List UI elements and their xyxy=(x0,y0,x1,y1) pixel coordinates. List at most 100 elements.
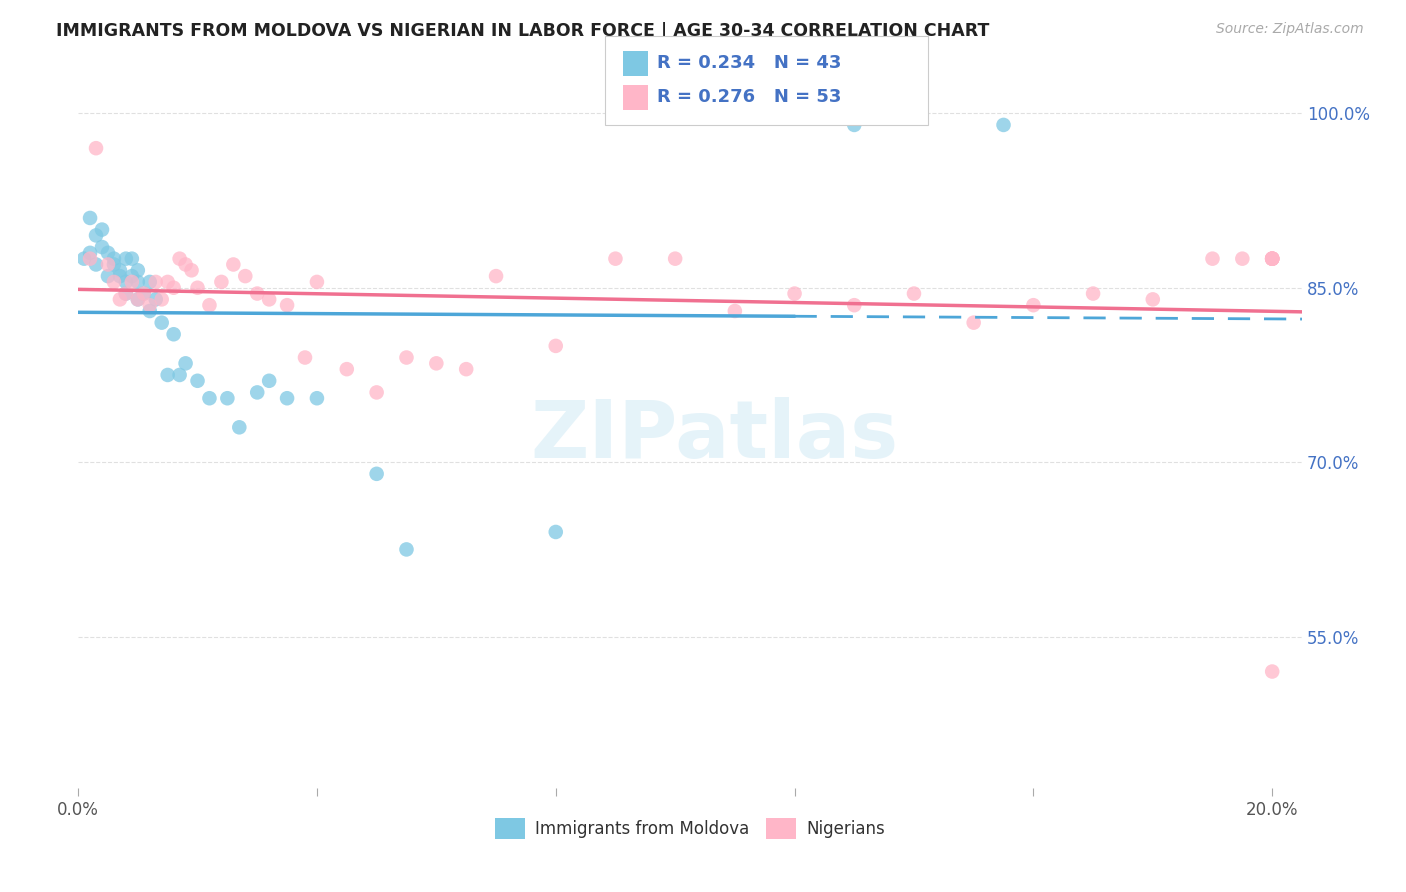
Point xyxy=(145,275,167,289)
Point xyxy=(724,304,747,318)
Point xyxy=(139,298,162,312)
Text: ZIPatlas: ZIPatlas xyxy=(530,397,898,475)
Point xyxy=(115,275,138,289)
Point xyxy=(228,420,250,434)
Point xyxy=(276,298,298,312)
Text: IMMIGRANTS FROM MOLDOVA VS NIGERIAN IN LABOR FORCE | AGE 30-34 CORRELATION CHART: IMMIGRANTS FROM MOLDOVA VS NIGERIAN IN L… xyxy=(56,22,990,40)
Point xyxy=(305,275,328,289)
Point xyxy=(276,391,298,405)
Point xyxy=(1261,665,1284,679)
Point xyxy=(103,275,125,289)
Point xyxy=(84,258,107,272)
Point xyxy=(103,258,125,272)
Point xyxy=(121,275,143,289)
Point xyxy=(169,368,191,382)
Point xyxy=(97,258,120,272)
Point xyxy=(395,351,418,365)
Point xyxy=(108,263,131,277)
Point xyxy=(246,385,269,400)
Text: R = 0.276   N = 53: R = 0.276 N = 53 xyxy=(657,88,841,106)
Point xyxy=(664,252,686,266)
Point xyxy=(233,269,256,284)
Point xyxy=(115,286,138,301)
Point xyxy=(366,385,388,400)
Point xyxy=(336,362,359,376)
Point xyxy=(257,293,280,307)
Point xyxy=(257,374,280,388)
Point xyxy=(1201,252,1223,266)
Point xyxy=(186,281,208,295)
Point xyxy=(108,269,131,284)
Point xyxy=(127,293,149,307)
Point xyxy=(209,275,232,289)
Point xyxy=(198,391,221,405)
Point xyxy=(73,252,96,266)
Point xyxy=(198,298,221,312)
Point xyxy=(1142,293,1164,307)
Text: Source: ZipAtlas.com: Source: ZipAtlas.com xyxy=(1216,22,1364,37)
Point xyxy=(84,228,107,243)
Point xyxy=(97,269,120,284)
Point xyxy=(485,269,508,284)
Point xyxy=(605,252,627,266)
Point xyxy=(246,286,269,301)
Text: R = 0.234   N = 43: R = 0.234 N = 43 xyxy=(657,54,841,72)
Legend: Immigrants from Moldova, Nigerians: Immigrants from Moldova, Nigerians xyxy=(488,812,891,846)
Point xyxy=(97,245,120,260)
Point xyxy=(84,141,107,155)
Point xyxy=(139,304,162,318)
Point xyxy=(1022,298,1045,312)
Point xyxy=(156,368,179,382)
Point xyxy=(425,356,447,370)
Point xyxy=(963,316,986,330)
Point xyxy=(163,281,186,295)
Point xyxy=(1261,252,1284,266)
Point xyxy=(844,298,866,312)
Point xyxy=(150,316,173,330)
Point xyxy=(115,252,138,266)
Point xyxy=(993,118,1015,132)
Point xyxy=(366,467,388,481)
Point xyxy=(1261,252,1284,266)
Point xyxy=(395,542,418,557)
Point xyxy=(783,286,806,301)
Point xyxy=(544,339,567,353)
Point xyxy=(174,356,197,370)
Point xyxy=(121,269,143,284)
Point xyxy=(1261,252,1284,266)
Point xyxy=(217,391,239,405)
Point xyxy=(903,286,925,301)
Point xyxy=(456,362,478,376)
Point xyxy=(1261,252,1284,266)
Point xyxy=(127,263,149,277)
Point xyxy=(544,524,567,539)
Point xyxy=(145,293,167,307)
Point xyxy=(121,252,143,266)
Point xyxy=(180,263,202,277)
Point xyxy=(79,211,101,225)
Point xyxy=(79,252,101,266)
Point xyxy=(132,286,155,301)
Point xyxy=(139,275,162,289)
Point xyxy=(91,240,114,254)
Point xyxy=(294,351,316,365)
Point xyxy=(156,275,179,289)
Point xyxy=(115,286,138,301)
Point xyxy=(1081,286,1104,301)
Point xyxy=(103,252,125,266)
Point xyxy=(174,258,197,272)
Point xyxy=(1232,252,1254,266)
Point xyxy=(305,391,328,405)
Y-axis label: In Labor Force | Age 30-34: In Labor Force | Age 30-34 xyxy=(0,312,8,531)
Point xyxy=(169,252,191,266)
Point xyxy=(91,222,114,236)
Point xyxy=(1261,252,1284,266)
Point xyxy=(186,374,208,388)
Point xyxy=(150,293,173,307)
Point xyxy=(163,327,186,342)
Point xyxy=(222,258,245,272)
Point xyxy=(132,286,155,301)
Point xyxy=(1261,252,1284,266)
Point xyxy=(844,118,866,132)
Point xyxy=(127,275,149,289)
